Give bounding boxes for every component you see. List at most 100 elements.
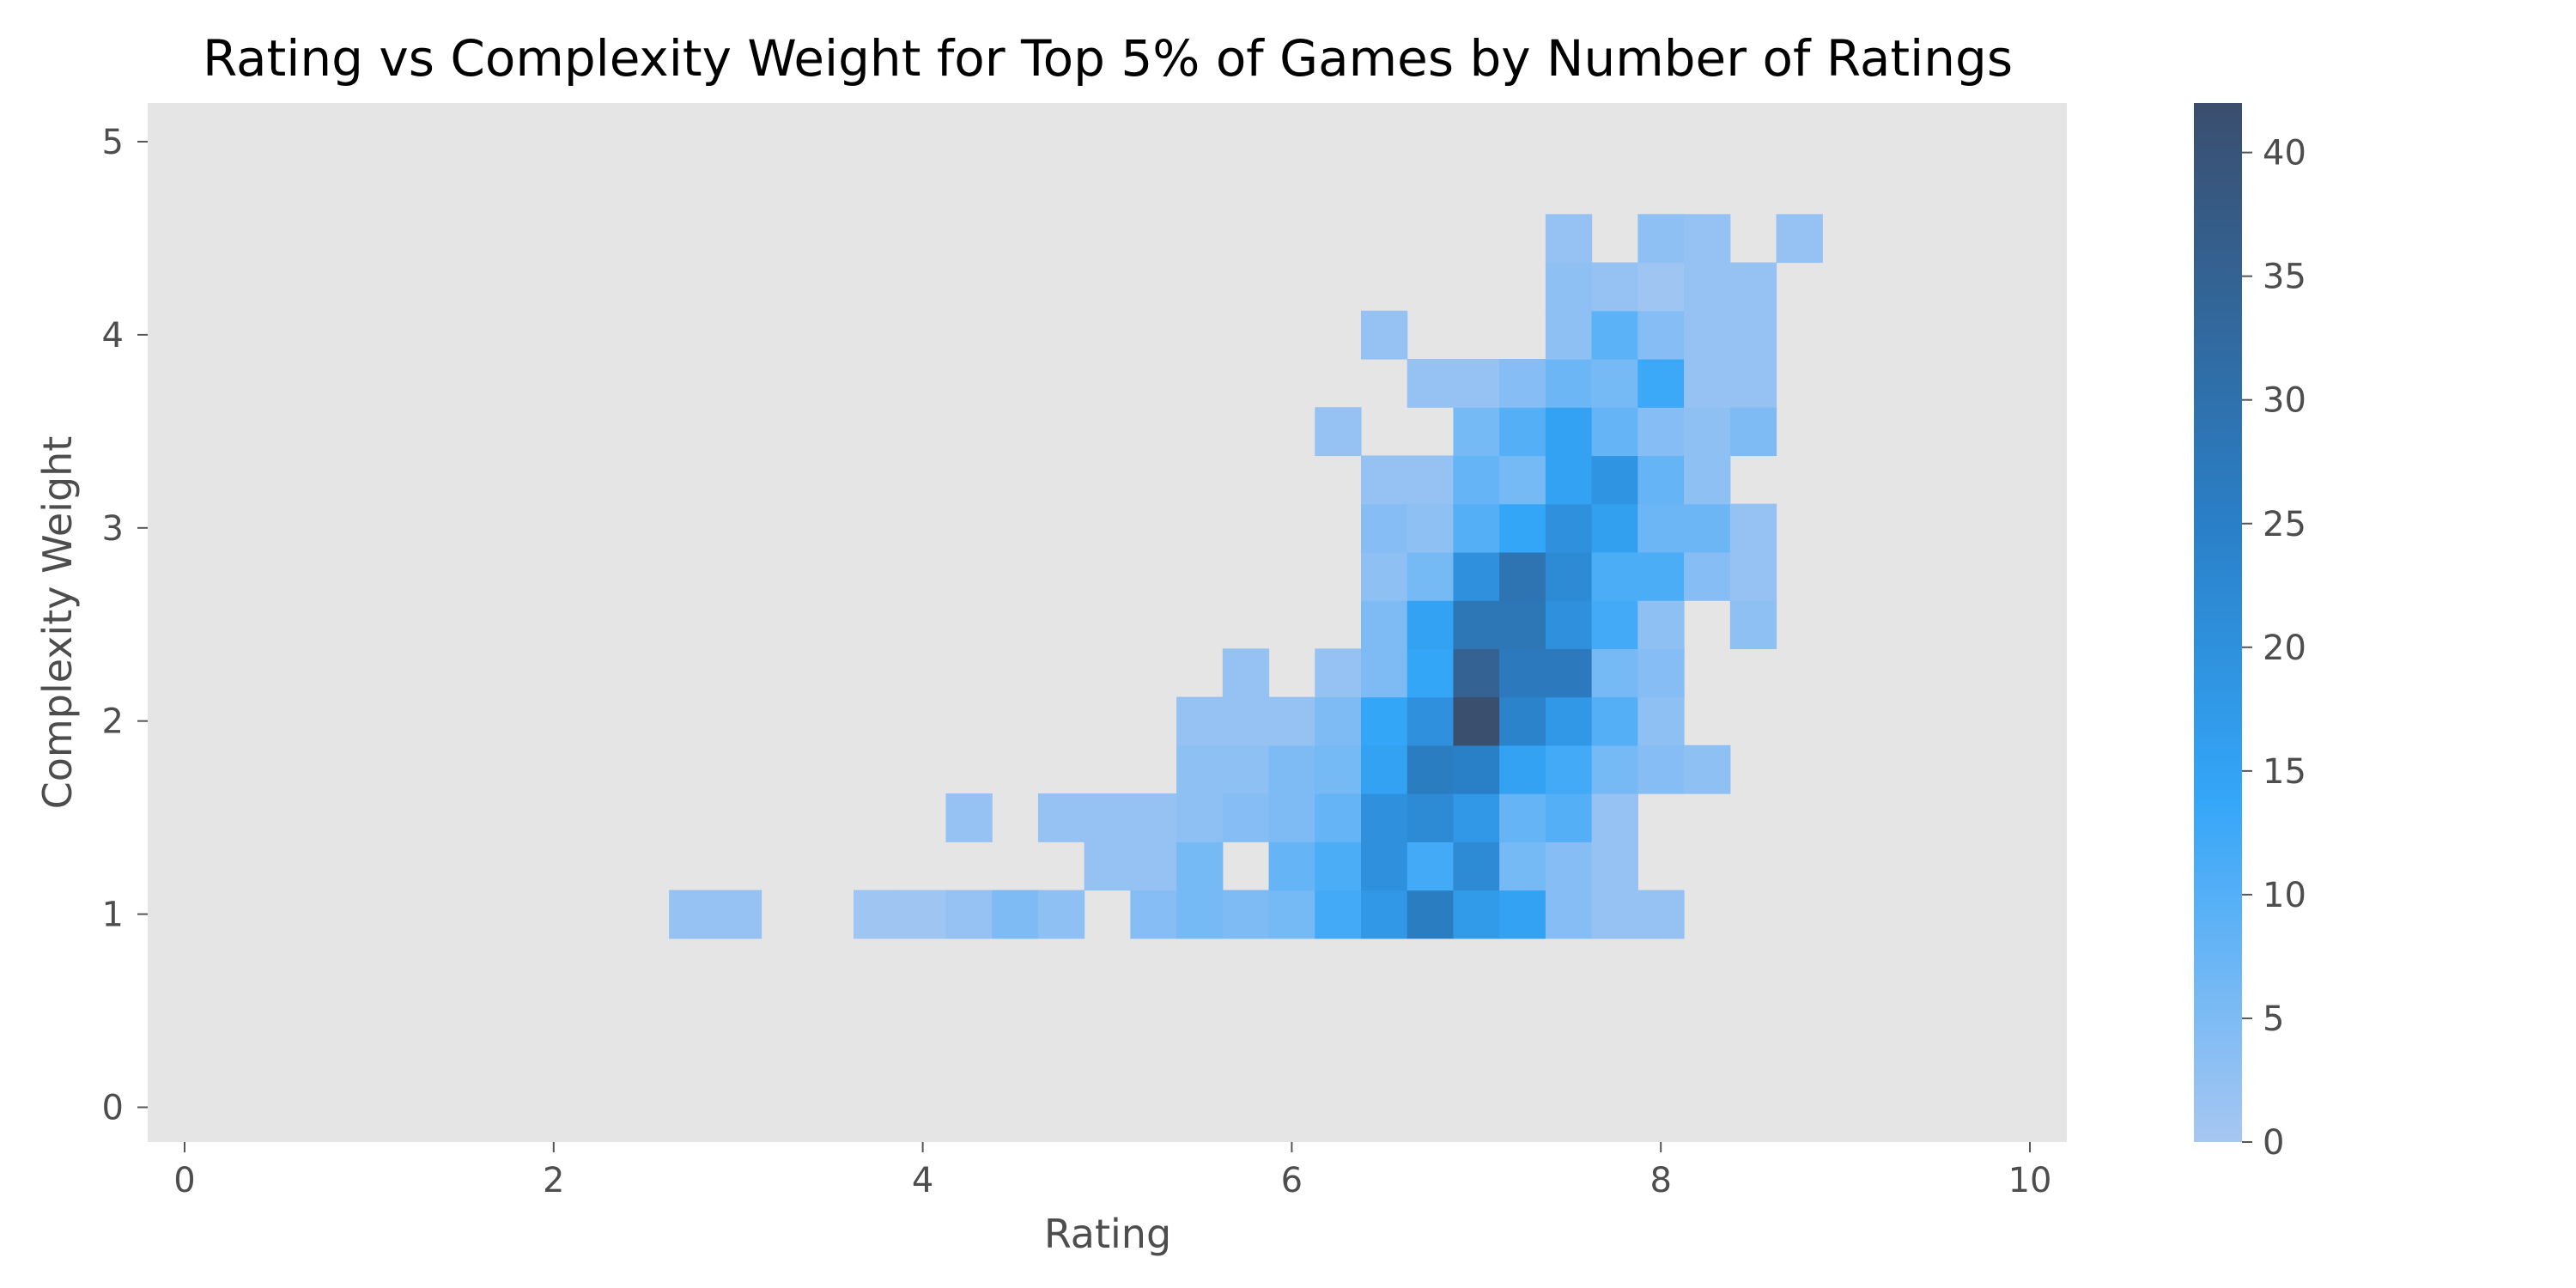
heatmap-cell	[1729, 600, 1777, 649]
heatmap-cell	[992, 890, 1039, 939]
colorbar-tick-label: 15	[2263, 752, 2306, 792]
heatmap-cell	[1453, 648, 1500, 698]
heatmap-cell	[1453, 503, 1500, 553]
heatmap-cell	[1591, 793, 1638, 842]
heatmap-cell	[1684, 455, 1731, 505]
x-tick-label: 4	[912, 1161, 933, 1200]
heatmap-cell	[1591, 841, 1638, 891]
heatmap-cell	[1360, 890, 1408, 939]
heatmap-cell	[1545, 214, 1593, 264]
heatmap-cell	[1315, 841, 1362, 891]
heatmap-cell	[1360, 744, 1408, 794]
heatmap-cell	[1591, 407, 1638, 457]
heatmap-cell	[1315, 890, 1362, 939]
heatmap-cell	[1406, 744, 1455, 794]
heatmap-cell	[1453, 455, 1500, 505]
heatmap-cell	[1684, 407, 1731, 457]
heatmap-cell	[1268, 696, 1315, 746]
heatmap-cell	[1637, 455, 1685, 505]
heatmap-cell	[1684, 744, 1731, 794]
heatmap-cell	[1453, 600, 1500, 649]
heatmap-cell	[1176, 890, 1224, 939]
heatmap-cell	[854, 890, 901, 939]
heatmap-cell	[1499, 503, 1546, 553]
colorbar-tick-label: 35	[2263, 258, 2306, 297]
heatmap-cell	[1499, 890, 1546, 939]
heatmap-cell	[1453, 793, 1500, 842]
colorbar-tick-label: 30	[2263, 381, 2306, 421]
heatmap-cell	[669, 890, 716, 939]
heatmap-cell	[1360, 648, 1408, 698]
heatmap-cell	[1222, 793, 1270, 842]
heatmap-cell	[1545, 310, 1593, 360]
heatmap-cell	[1637, 890, 1685, 939]
heatmap-cell	[1406, 841, 1455, 891]
heatmap-cell	[1360, 793, 1408, 842]
heatmap-cell	[1637, 407, 1685, 457]
heatmap-cell	[1545, 890, 1593, 939]
heatmap-cell	[1268, 841, 1315, 891]
heatmap-cell	[1360, 696, 1408, 746]
heatmap-cell	[1222, 890, 1270, 939]
heatmap-cell	[1176, 793, 1224, 842]
heatmap-cell	[1729, 310, 1777, 360]
heatmap-cell	[1499, 793, 1546, 842]
heatmap-cell	[1037, 793, 1085, 842]
colorbar-tick-label: 20	[2263, 629, 2306, 668]
heatmap-cell	[1591, 890, 1638, 939]
heatmap-cell	[1637, 696, 1685, 746]
x-axis-label: Rating	[1044, 1211, 1171, 1257]
heatmap-cell	[1406, 503, 1455, 553]
heatmap-cell	[1684, 214, 1731, 264]
heatmap-cell	[1222, 648, 1270, 698]
heatmap-cell	[1591, 359, 1638, 408]
heatmap-cell	[1499, 600, 1546, 649]
heatmap-cell	[1545, 262, 1593, 312]
heatmap-cell	[1176, 696, 1224, 746]
heatmap-cell	[1637, 551, 1685, 601]
heatmap-cells	[669, 214, 1823, 939]
heatmap-cell	[1406, 551, 1455, 601]
heatmap-cell	[1684, 359, 1731, 408]
colorbar-ticks: 0 5 10 15 20 25 30 35 40	[2242, 134, 2306, 1163]
heatmap-cell	[1315, 744, 1362, 794]
heatmap-cell	[1729, 551, 1777, 601]
heatmap-cell	[1360, 455, 1408, 505]
heatmap-cell	[1406, 648, 1455, 698]
heatmap-cell	[1591, 696, 1638, 746]
heatmap-cell	[1406, 696, 1455, 746]
heatmap-cell	[1545, 744, 1593, 794]
heatmap-cell	[1545, 359, 1593, 408]
heatmap-cell	[1729, 262, 1777, 312]
heatmap-cell	[1176, 841, 1224, 891]
heatmap-cell	[1360, 551, 1408, 601]
heatmap-cell	[1315, 793, 1362, 842]
chart-title: Rating vs Complexity Weight for Top 5% o…	[203, 29, 2013, 88]
heatmap-cell	[1545, 455, 1593, 505]
heatmap-cell	[1591, 455, 1638, 505]
heatmap-cell	[1591, 600, 1638, 649]
heatmap-cell	[1729, 407, 1777, 457]
heatmap-cell	[1360, 310, 1408, 360]
heatmap-cell	[1130, 793, 1177, 842]
heatmap-cell	[1545, 696, 1593, 746]
heatmap-cell	[1729, 359, 1777, 408]
colorbar-gradient	[2194, 103, 2242, 1142]
heatmap-cell	[1545, 841, 1593, 891]
heatmap-cell	[1684, 503, 1731, 553]
heatmap-cell	[1360, 841, 1408, 891]
heatmap-cell	[1591, 648, 1638, 698]
heatmap-cell	[1499, 648, 1546, 698]
heatmap-cell	[1637, 600, 1685, 649]
heatmap-cell	[1406, 359, 1455, 408]
x-tick-label: 6	[1281, 1161, 1303, 1200]
heatmap-cell	[1453, 407, 1500, 457]
heatmap-cell	[899, 890, 947, 939]
heatmap-cell	[1499, 841, 1546, 891]
heatmap-cell	[1591, 503, 1638, 553]
y-tick-label: 0	[102, 1089, 124, 1128]
heatmap-cell	[1591, 744, 1638, 794]
heatmap-cell	[1453, 841, 1500, 891]
colorbar-tick-label: 0	[2263, 1123, 2284, 1163]
